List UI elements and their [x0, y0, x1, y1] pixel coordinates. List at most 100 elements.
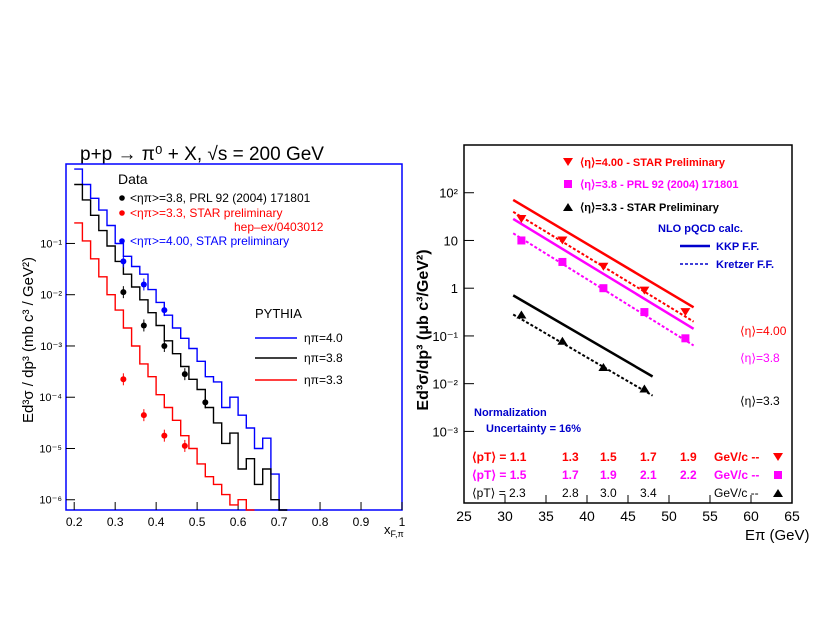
pt-row-2: ⟨pT⟩ = 2.3 2.8 3.0 3.4 GeV/c --: [472, 486, 783, 500]
left-x-tick-label: 0.4: [148, 515, 165, 529]
pt-value: 1.7: [562, 468, 579, 482]
right-data-point: [557, 336, 568, 345]
pt-value: 1.3: [562, 450, 579, 464]
right-y-axis-label: Ed³σ/dp³ (μb c³/GeV²): [415, 249, 432, 410]
left-data-point: [140, 412, 147, 419]
right-curve-4: [512, 294, 654, 378]
pt-marker: [774, 471, 782, 479]
right-legend-0: ⟨η⟩=4.00 - STAR Preliminary: [563, 157, 726, 169]
legend-marker: [563, 203, 573, 211]
right-y-tick-label: 10⁻³: [432, 424, 458, 439]
normalization-label: Normalization: [474, 407, 547, 419]
pt-value: 1.7: [640, 450, 657, 464]
right-x-tick-label: 25: [456, 508, 472, 524]
legend-label: ηπ=3.3: [304, 373, 343, 387]
left-data-point: [120, 258, 127, 265]
kretzer-label: Kretzer F.F.: [716, 259, 774, 271]
left-x-tick-label: 0.5: [189, 515, 206, 529]
right-legend-2: ⟨η⟩=3.3 - STAR Preliminary: [563, 202, 720, 214]
pt-value: 1.9: [680, 450, 697, 464]
left-x-tick-label: 0.9: [353, 515, 370, 529]
left-data-point: [161, 342, 168, 349]
right-x-tick-label: 60: [743, 508, 759, 524]
pt-label: ⟨pT⟩ = 1.1: [472, 450, 527, 464]
right-data-point: [598, 362, 609, 371]
uncertainty-label: Uncertainty = 16%: [486, 423, 581, 435]
pt-label: ⟨pT⟩ = 2.3: [472, 486, 526, 500]
legend-label: <ηπ>=3.3, STAR preliminary: [130, 206, 282, 220]
right-x-axis-label: Eπ (GeV): [745, 527, 810, 544]
eta-label-4: ⟨η⟩=4.00: [740, 324, 787, 338]
pt-marker: [773, 489, 783, 497]
left-x-axis-label: xF,π: [384, 522, 404, 539]
left-chart-title: p+p → π⁰ + X, √s = 200 GeV: [80, 144, 324, 165]
left-y-tick-label: 10⁻⁶: [39, 495, 62, 507]
legend-marker: [564, 180, 572, 188]
right-data-point: [558, 257, 567, 266]
nlo-title: NLO pQCD calc.: [658, 223, 743, 235]
left-data-point: [120, 289, 127, 296]
left-data-point: [140, 322, 147, 329]
pt-unit: GeV/c --: [714, 486, 759, 500]
right-x-tick-label: 45: [620, 508, 636, 524]
left-legend-mc-0: ηπ=4.0: [255, 331, 343, 345]
legend-marker: [119, 195, 125, 201]
legend-label: ηπ=3.8: [304, 351, 343, 365]
left-y-tick-label: 10⁻⁴: [39, 392, 62, 404]
pt-marker: [773, 453, 783, 461]
left-y-tick-label: 10⁻³: [40, 341, 62, 353]
left-x-tick-label: 0.7: [271, 515, 288, 529]
right-x-tick-label: 30: [497, 508, 513, 524]
left-legend-mc-2: ηπ=3.3: [255, 373, 343, 387]
pt-value: 1.5: [600, 450, 617, 464]
right-data-point: [557, 236, 568, 245]
right-data-point: [680, 308, 691, 317]
pt-value: 2.1: [640, 468, 657, 482]
left-legend-data-0: <ηπ>=3.8, PRL 92 (2004) 171801: [119, 191, 311, 205]
legend-marker: [119, 238, 125, 244]
right-y-tick-label: 10: [444, 233, 458, 248]
legend-marker: [119, 210, 125, 216]
right-data-point: [639, 286, 650, 295]
right-x-tick-label: 65: [784, 508, 800, 524]
pt-value: 3.4: [640, 486, 657, 500]
left-series-hist-2: [74, 222, 255, 511]
right-x-tick-label: 35: [538, 508, 554, 524]
left-x-tick-label: 0.6: [230, 515, 247, 529]
eta-label-38: ⟨η⟩=3.8: [740, 351, 780, 365]
left-data-point: [202, 399, 209, 406]
pt-value: 1.9: [600, 468, 617, 482]
right-x-tick-label: 55: [702, 508, 718, 524]
left-y-tick-label: 10⁻²: [40, 290, 62, 302]
pt-value: 2.2: [680, 468, 697, 482]
left-x-tick-label: 0.2: [66, 515, 83, 529]
right-data-point: [516, 214, 527, 223]
legend-label: ηπ=4.0: [304, 331, 343, 345]
legend-label: <ηπ>=4.00, STAR preliminary: [130, 234, 289, 248]
left-data-point: [120, 376, 127, 383]
pt-value: 3.0: [600, 486, 617, 500]
legend-label: <ηπ>=3.8, PRL 92 (2004) 171801: [130, 191, 311, 205]
right-data-point: [639, 384, 650, 393]
right-data-point: [599, 284, 608, 293]
left-chart: p+p → π⁰ + X, √s = 200 GeV Data <ηπ>=3.8…: [20, 144, 406, 539]
left-data-point: [181, 371, 188, 378]
left-data-point: [140, 281, 147, 288]
left-x-tick-label: 1: [399, 515, 406, 529]
right-curve-5: [512, 313, 654, 397]
right-y-tick-label: 10⁻¹: [432, 329, 458, 344]
left-plot-frame: [65, 163, 403, 511]
pt-label: ⟨pT⟩ = 1.5: [472, 468, 527, 482]
right-data-point: [598, 262, 609, 271]
right-data-point: [640, 308, 649, 317]
legend-label: ⟨η⟩=4.00 - STAR Preliminary: [580, 157, 726, 169]
right-y-tick-label: 1: [451, 281, 458, 296]
left-y-tick-label: 10⁻¹: [40, 238, 62, 250]
left-data-point: [181, 442, 188, 449]
pt-value: 2.8: [562, 486, 579, 500]
legend-label: ⟨η⟩=3.3 - STAR Preliminary: [580, 202, 720, 214]
legend-marker: [563, 158, 573, 166]
pt-row-0: ⟨pT⟩ = 1.1 1.3 1.5 1.7 1.9 GeV/c --: [472, 450, 783, 464]
